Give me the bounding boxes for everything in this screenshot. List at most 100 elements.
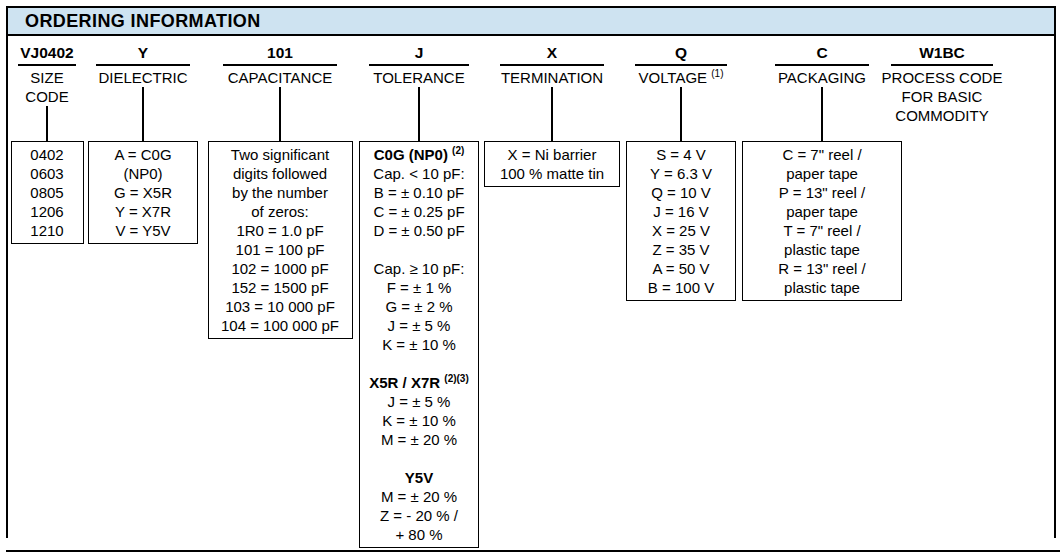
tolerance-group-c0g-ge10pf: Cap. ≥ 10 pF:F = ± 1 %G = ± 2 %J = ± 5 %… — [362, 259, 476, 354]
box-line: B = ± 0.10 pF — [362, 183, 476, 202]
box-line: 0402 — [14, 145, 81, 164]
group-heading-superscript: (2) — [452, 145, 464, 156]
box-line: C = ± 0.25 pF — [362, 202, 476, 221]
code-underline — [500, 64, 604, 66]
box-line: M = ± 20 % — [362, 430, 476, 449]
box-line: K = ± 10 % — [362, 411, 476, 430]
label-line: PROCESS CODE — [882, 68, 1003, 87]
box-line: X = Ni barrier — [487, 145, 617, 164]
box-line: V = Y5V — [91, 221, 195, 240]
column-label-voltage: VOLTAGE (1) — [638, 68, 723, 87]
column-label-packaging: PACKAGING — [778, 68, 866, 87]
column-size-code: VJ0402 SIZECODE 04020603080512061210 — [7, 44, 87, 244]
box-line: Cap. ≥ 10 pF: — [362, 259, 476, 278]
box-line: A = 50 V — [629, 259, 733, 278]
column-label-size-code: SIZECODE — [25, 68, 68, 106]
section-title: ORDERING INFORMATION — [8, 11, 261, 32]
box-line: 100 % matte tin — [487, 164, 617, 183]
box-line: (NP0) — [91, 164, 195, 183]
box-line: 1210 — [14, 221, 81, 240]
box-line: paper tape — [745, 164, 899, 183]
group-heading-text: C0G (NP0) — [374, 146, 448, 163]
box-line: Z = - 20 % / — [362, 506, 476, 525]
box-line: S = 4 V — [629, 145, 733, 164]
connector-line — [821, 87, 823, 141]
column-label-dielectric: DIELECTRIC — [98, 68, 187, 87]
box-line: Q = 10 V — [629, 183, 733, 202]
code-underline — [775, 64, 869, 66]
label-line: COMMODITY — [882, 106, 1003, 125]
connector-line — [680, 87, 682, 141]
code-value-dielectric: Y — [138, 44, 148, 61]
box-line: F = ± 1 % — [362, 278, 476, 297]
code-value-packaging: C — [816, 44, 827, 61]
box-line: 0603 — [14, 164, 81, 183]
code-underline — [18, 64, 76, 66]
box-line: J = ± 5 % — [362, 316, 476, 335]
code-underline — [891, 64, 993, 66]
box-line: plastic tape — [745, 278, 899, 297]
group-heading: X5R / X7R (2)(3) — [362, 373, 476, 392]
box-line: J = ± 5 % — [362, 392, 476, 411]
group-lines: Cap. ≥ 10 pF:F = ± 1 %G = ± 2 %J = ± 5 %… — [362, 259, 476, 354]
label-line: DIELECTRIC — [98, 68, 187, 87]
box-line: 103 = 10 000 pF — [211, 297, 350, 316]
box-line: G = ± 2 % — [362, 297, 476, 316]
box-line: K = ± 10 % — [362, 335, 476, 354]
page-bottom-rule — [6, 550, 1060, 552]
box-line: A = C0G — [91, 145, 195, 164]
box-line: Cap. < 10 pF: — [362, 164, 476, 183]
label-line: TOLERANCE — [373, 68, 464, 87]
column-label-tolerance: TOLERANCE — [373, 68, 464, 87]
code-underline — [369, 64, 469, 66]
voltage-label-text: VOLTAGE — [638, 69, 707, 86]
box-line: 1206 — [14, 202, 81, 221]
connector-line — [46, 106, 48, 141]
box-line: digits followed — [211, 164, 350, 183]
connector-line — [418, 87, 420, 141]
capacitance-box: Two significantdigits followedby the num… — [208, 141, 353, 339]
datasheet-page: ORDERING INFORMATION VJ0402 SIZECODE 040… — [0, 0, 1064, 559]
column-tolerance: J TOLERANCE C0G (NP0) (2) Cap. < 10 pF:B… — [357, 44, 481, 548]
label-line: PACKAGING — [778, 68, 866, 87]
column-dielectric: Y DIELECTRIC A = C0G(NP0)G = X5RY = X7RV… — [85, 44, 201, 244]
box-line: X = 25 V — [629, 221, 733, 240]
box-line: 101 = 100 pF — [211, 240, 350, 259]
box-line: P = 13" reel / — [745, 183, 899, 202]
column-voltage: Q VOLTAGE (1) S = 4 VY = 6.3 VQ = 10 VJ … — [623, 44, 739, 301]
size-code-box: 04020603080512061210 — [11, 141, 84, 244]
label-line: VOLTAGE (1) — [638, 68, 723, 87]
column-label-capacitance: CAPACITANCE — [228, 68, 332, 87]
group-heading-superscript: (2)(3) — [444, 373, 468, 384]
box-line: by the number — [211, 183, 350, 202]
code-value-process: W1BC — [919, 44, 965, 61]
column-label-termination: TERMINATION — [501, 68, 603, 87]
code-underline — [223, 64, 337, 66]
box-line: 1R0 = 1.0 pF — [211, 221, 350, 240]
connector-line — [279, 87, 281, 141]
tolerance-group-x5r-x7r: X5R / X7R (2)(3) J = ± 5 %K = ± 10 %M = … — [362, 373, 476, 449]
packaging-box: C = 7" reel /paper tapeP = 13" reel /pap… — [742, 141, 902, 301]
group-lines: J = ± 5 %K = ± 10 %M = ± 20 % — [362, 392, 476, 449]
label-line: CAPACITANCE — [228, 68, 332, 87]
box-line: Y = X7R — [91, 202, 195, 221]
group-heading-text: X5R / X7R — [369, 374, 440, 391]
tolerance-group-c0g: C0G (NP0) (2) Cap. < 10 pF:B = ± 0.10 pF… — [362, 145, 476, 240]
connector-line — [551, 87, 553, 141]
box-line: M = ± 20 % — [362, 487, 476, 506]
label-line: FOR BASIC — [882, 87, 1003, 106]
group-heading: C0G (NP0) (2) — [362, 145, 476, 164]
box-line: Z = 35 V — [629, 240, 733, 259]
box-line: D = ± 0.50 pF — [362, 221, 476, 240]
box-line: 152 = 1500 pF — [211, 278, 350, 297]
voltage-box: S = 4 VY = 6.3 VQ = 10 VJ = 16 VX = 25 V… — [626, 141, 736, 301]
code-value-capacitance: 101 — [267, 44, 293, 61]
group-lines: Cap. < 10 pF:B = ± 0.10 pFC = ± 0.25 pFD… — [362, 164, 476, 240]
code-value-termination: X — [547, 44, 557, 61]
box-line: paper tape — [745, 202, 899, 221]
code-value-tolerance: J — [415, 44, 424, 61]
code-value-size: VJ0402 — [20, 44, 73, 61]
tolerance-group-y5v: Y5V M = ± 20 %Z = - 20 % /+ 80 % — [362, 468, 476, 544]
group-lines: M = ± 20 %Z = - 20 % /+ 80 % — [362, 487, 476, 544]
box-line: Two significant — [211, 145, 350, 164]
